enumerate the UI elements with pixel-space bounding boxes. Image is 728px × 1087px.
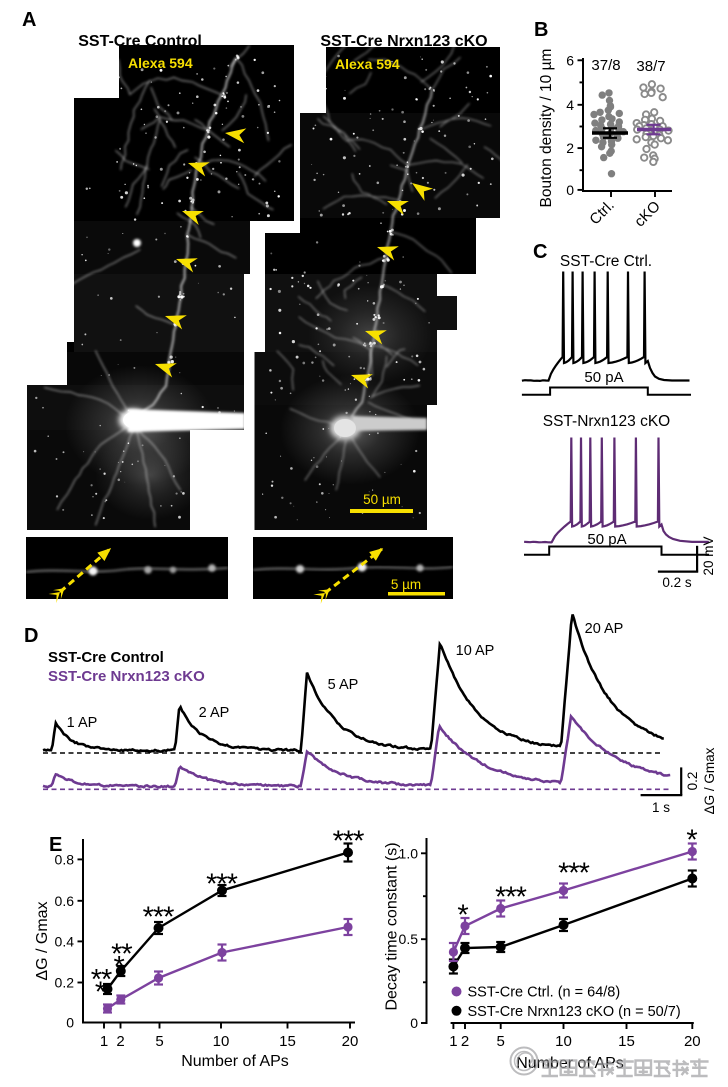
- svg-text:2: 2: [566, 140, 574, 156]
- svg-text:Number of APs: Number of APs: [181, 1053, 289, 1070]
- svg-text:1.0: 1.0: [399, 845, 419, 861]
- svg-text:0.2: 0.2: [55, 975, 75, 991]
- svg-text:1 s: 1 s: [652, 800, 670, 815]
- svg-text:1: 1: [449, 1033, 457, 1050]
- svg-text:2 AP: 2 AP: [199, 705, 230, 721]
- svg-text:20 AP: 20 AP: [585, 621, 624, 637]
- svg-text:SST-Cre Ctrl.: SST-Cre Ctrl.: [560, 253, 652, 270]
- svg-text:D: D: [24, 625, 38, 647]
- svg-text:SST-Cre Ctrl. (n = 64/8): SST-Cre Ctrl. (n = 64/8): [468, 985, 621, 1001]
- svg-text:SST-Nrxn123 cKO: SST-Nrxn123 cKO: [543, 413, 671, 430]
- svg-text:Bouton density / 10 µm: Bouton density / 10 µm: [538, 49, 555, 208]
- svg-text:20 mV: 20 mV: [701, 536, 716, 575]
- svg-text:Ctrl.: Ctrl.: [586, 197, 617, 228]
- svg-text:0.5: 0.5: [399, 931, 419, 947]
- svg-text:20: 20: [342, 1033, 359, 1050]
- svg-text:5: 5: [497, 1033, 505, 1050]
- svg-text:2: 2: [461, 1033, 469, 1050]
- svg-text:***: ***: [558, 858, 590, 890]
- svg-text:E: E: [49, 834, 62, 856]
- svg-text:5 µm: 5 µm: [391, 577, 421, 592]
- svg-text:37/8: 37/8: [591, 57, 620, 74]
- svg-text:*: *: [95, 977, 106, 1009]
- svg-text:0.2: 0.2: [685, 772, 700, 791]
- svg-text:1 AP: 1 AP: [67, 715, 98, 731]
- svg-text:10: 10: [555, 1033, 572, 1050]
- svg-text:SST-Cre Nrxn123 cKO: SST-Cre Nrxn123 cKO: [48, 668, 205, 685]
- svg-text:50 pA: 50 pA: [584, 369, 623, 386]
- svg-text:ΔG / Gmax: ΔG / Gmax: [702, 747, 717, 814]
- svg-text:2: 2: [116, 1033, 124, 1050]
- svg-text:0.6: 0.6: [55, 893, 75, 909]
- svg-text:***: ***: [333, 826, 365, 858]
- svg-text:15: 15: [279, 1033, 296, 1050]
- svg-text:5: 5: [155, 1033, 163, 1050]
- svg-text:20: 20: [684, 1033, 701, 1050]
- svg-text:***: ***: [495, 882, 527, 914]
- svg-text:10 AP: 10 AP: [456, 643, 495, 659]
- svg-text:Alexa 594: Alexa 594: [128, 55, 193, 71]
- svg-text:0: 0: [566, 182, 574, 198]
- svg-text:0.4: 0.4: [55, 933, 75, 949]
- svg-text:SST-Cre Nrxn123 cKO (n = 50/7): SST-Cre Nrxn123 cKO (n = 50/7): [468, 1004, 681, 1020]
- svg-text:**: **: [91, 964, 112, 996]
- svg-text:cKO: cKO: [631, 198, 664, 231]
- svg-text:1: 1: [100, 1033, 108, 1050]
- svg-text:4: 4: [566, 97, 574, 113]
- svg-text:SST-Cre Control: SST-Cre Control: [48, 649, 164, 666]
- svg-text:*: *: [457, 900, 468, 932]
- svg-text:**: **: [111, 939, 132, 971]
- svg-text:6: 6: [566, 52, 574, 68]
- svg-text:*: *: [114, 951, 125, 983]
- svg-text:Alexa 594: Alexa 594: [335, 56, 400, 72]
- svg-text:0.8: 0.8: [55, 851, 75, 867]
- svg-text:*: *: [686, 825, 697, 857]
- svg-text:Decay time constant (s): Decay time constant (s): [384, 842, 401, 1010]
- svg-text:0.2 s: 0.2 s: [662, 575, 692, 590]
- svg-text:ΔG / Gmax: ΔG / Gmax: [34, 901, 51, 980]
- svg-text:50 µm: 50 µm: [363, 492, 401, 507]
- svg-text:A: A: [22, 9, 36, 31]
- svg-text:0: 0: [66, 1015, 74, 1031]
- svg-text:***: ***: [206, 869, 238, 901]
- svg-text:50 pA: 50 pA: [587, 531, 626, 548]
- svg-text:15: 15: [618, 1033, 635, 1050]
- svg-text:10: 10: [213, 1033, 230, 1050]
- svg-text:***: ***: [143, 902, 175, 934]
- svg-text:C: C: [533, 241, 547, 263]
- svg-text:38/7: 38/7: [636, 58, 665, 75]
- svg-text:B: B: [534, 19, 548, 41]
- svg-text:5 AP: 5 AP: [328, 677, 359, 693]
- svg-text:SST-Cre Nrxn123 cKO: SST-Cre Nrxn123 cKO: [320, 33, 487, 50]
- svg-text:0: 0: [410, 1015, 418, 1031]
